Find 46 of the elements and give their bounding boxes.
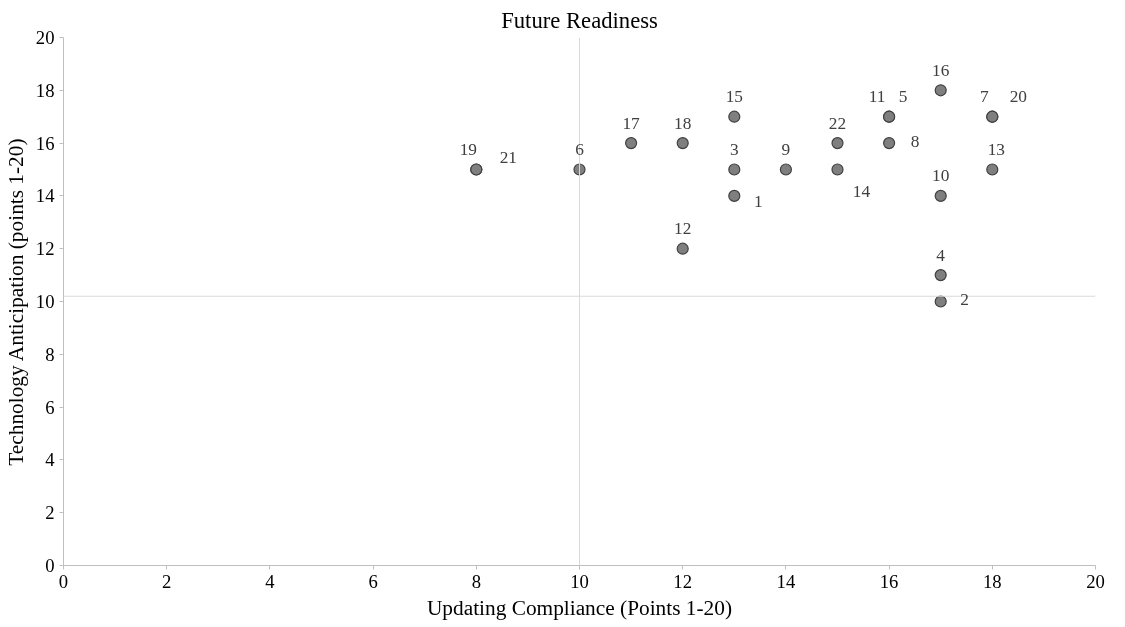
x-tick-label: 6	[368, 570, 378, 592]
annotation: 3	[729, 140, 739, 159]
x-tick-label: 12	[673, 570, 693, 592]
annotation: 5	[898, 87, 908, 107]
annotation: 13	[987, 140, 1005, 159]
y-tick-label: 12	[35, 238, 55, 260]
annotation: 15	[725, 87, 743, 107]
y-tick-label: 18	[35, 79, 55, 101]
x-tick-label: 4	[265, 570, 276, 592]
y-tick-label: 4	[45, 449, 56, 471]
annotation: 22	[828, 113, 847, 133]
annotation: 17	[622, 113, 641, 133]
x-tick-label: 2	[162, 570, 172, 592]
annotation: 10	[932, 166, 950, 186]
y-tick-label: 8	[45, 343, 55, 365]
annotation: 9	[781, 140, 791, 159]
chart-title: Future Readiness	[501, 7, 658, 33]
annotation: 6	[575, 140, 585, 159]
annotation: 12	[674, 219, 692, 239]
annotation: 19	[459, 140, 477, 159]
x-tick-label: 20	[1086, 570, 1105, 592]
annotation: 8	[910, 131, 920, 151]
annotation: 16	[932, 60, 950, 80]
annotation: 1	[753, 192, 763, 212]
x-tick-label: 8	[471, 570, 481, 592]
x-tick-label: 16	[879, 570, 899, 592]
annotation: 14	[852, 182, 871, 201]
y-tick-label: 16	[35, 132, 55, 154]
annotation: 20	[1009, 87, 1027, 107]
x-tick-label: 14	[776, 570, 796, 592]
y-tick-label: 6	[45, 396, 55, 418]
annotation: 11	[868, 87, 886, 107]
annotation: 7	[979, 87, 989, 107]
annotation: 21	[499, 148, 517, 167]
x-tick-label: 10	[570, 570, 589, 592]
y-tick-label: 2	[45, 502, 55, 524]
y-tick-label: 20	[35, 27, 55, 48]
y-tick-label: 14	[35, 185, 56, 207]
annotation: 18	[674, 113, 692, 133]
y-axis-title: Technology Anticipation (points 1-20)	[3, 138, 28, 466]
x-axis-title: Updating Compliance (Points 1-20)	[426, 595, 733, 620]
y-tick-label: 0	[45, 555, 55, 576]
annotation: 2	[960, 290, 970, 309]
annotation: 4	[936, 245, 946, 265]
x-tick-label: 18	[982, 570, 1002, 592]
y-tick-label: 10	[35, 291, 55, 312]
